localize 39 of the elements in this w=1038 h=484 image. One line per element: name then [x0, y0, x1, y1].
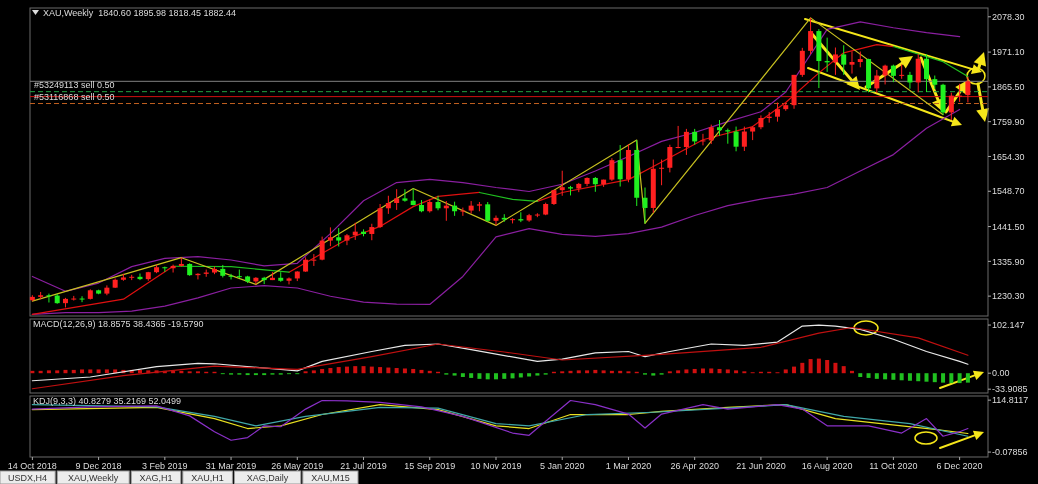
- x-tick-label: 16 Aug 2020: [801, 461, 853, 472]
- x-tick-label: 9 Dec 2018: [75, 461, 122, 472]
- text: USDX,H4: [8, 473, 48, 484]
- text: XAU,Weekly: [68, 473, 119, 484]
- x-tick-label: 5 Jan 2020: [539, 461, 585, 472]
- x-tick-label: 11 Oct 2020: [869, 461, 918, 472]
- y-tick-label: 0.00: [992, 368, 1010, 379]
- y-tick-label: 102.147: [992, 320, 1025, 331]
- y-tick-label: 1335.90: [992, 256, 1025, 267]
- y-tick-label: 1654.30: [992, 151, 1025, 162]
- text: XAU,M15: [311, 473, 350, 484]
- text: XAG,Daily: [246, 473, 289, 484]
- y-tick-label: 1971.10: [992, 47, 1025, 58]
- x-tick-label: 21 Jun 2020: [736, 461, 786, 472]
- x-tick-label: 6 Dec 2020: [936, 461, 983, 472]
- y-tick-label: -33.9085: [992, 384, 1028, 395]
- y-tick-label: 1441.50: [992, 221, 1025, 232]
- y-tick-label: 114.8117: [992, 395, 1029, 406]
- y-tick-label: 1230.30: [992, 291, 1025, 302]
- chart-title: KDJ(9,3,3) 40.8279 35.2169 52.0499: [33, 396, 182, 407]
- x-tick-label: 21 Jul 2019: [340, 461, 387, 472]
- x-tick-label: 26 Apr 2020: [670, 461, 719, 472]
- y-tick-label: 1865.50: [992, 82, 1025, 93]
- x-tick-label: 14 Oct 2018: [7, 461, 57, 472]
- y-tick-label: 1759.90: [992, 116, 1025, 127]
- y-tick-label: 1548.70: [992, 186, 1025, 197]
- text: XAU,H1: [191, 473, 224, 484]
- chart-title: XAU,Weekly 1840.60 1895.98 1818.45 1882.44: [43, 8, 236, 19]
- x-tick-label: 1 Mar 2020: [605, 461, 652, 472]
- x-tick-label: 15 Sep 2019: [404, 461, 456, 472]
- chart-title: MACD(12,26,9) 18.8575 38.4365 -19.5790: [33, 319, 204, 330]
- y-tick-label: -0.07856: [992, 447, 1028, 458]
- ref-line-label: #53249113 sell 0.50: [34, 79, 115, 90]
- x-tick-label: 10 Nov 2019: [470, 461, 522, 472]
- text: XAG,H1: [139, 473, 173, 484]
- y-tick-label: 2078.30: [992, 11, 1025, 22]
- x-tick-label: 31 Mar 2019: [205, 461, 257, 472]
- x-tick-label: 3 Feb 2019: [142, 461, 188, 472]
- x-tick-label: 26 May 2019: [271, 461, 324, 472]
